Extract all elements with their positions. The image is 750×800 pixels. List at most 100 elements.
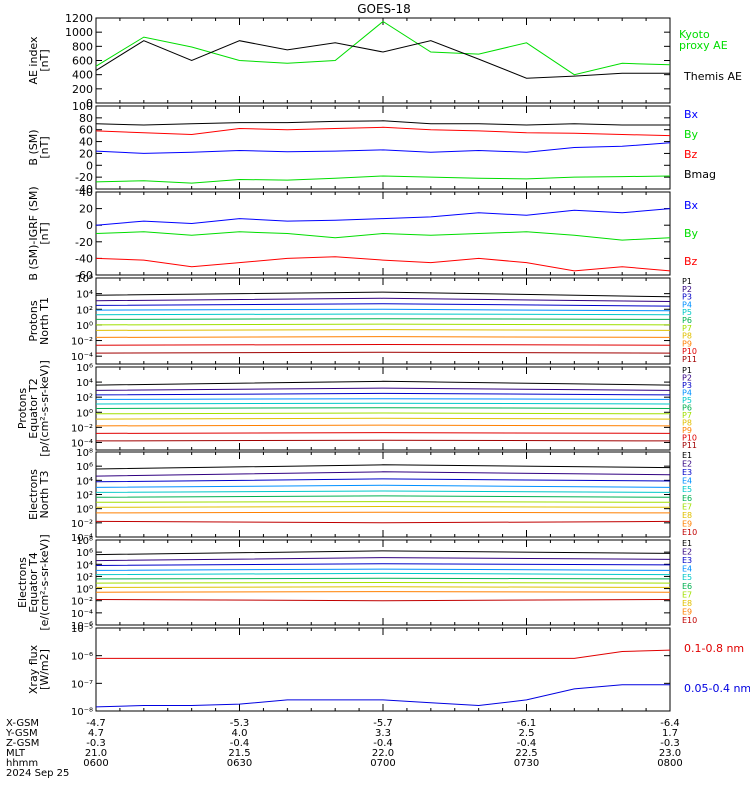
legend-label: E6 — [682, 582, 692, 591]
y-tick-label: 0 — [86, 219, 93, 232]
legend-label: E3 — [682, 556, 692, 565]
legend-label: P7 — [682, 324, 692, 333]
legend-label: Bx — [684, 108, 699, 121]
series-line-p11 — [95, 351, 671, 354]
series-line-p4 — [95, 398, 671, 400]
legend-label: P3 — [682, 293, 692, 302]
footer-value: 22.0 — [372, 748, 394, 759]
series-line-p11 — [95, 439, 671, 442]
footer-value: 23.0 — [659, 748, 681, 759]
y-tick-label: 10² — [76, 305, 93, 316]
y-tick-label: 10⁻⁷ — [71, 679, 93, 690]
legend-label: By — [684, 227, 699, 240]
legend-label: E2 — [682, 548, 692, 557]
footer-value: -0.3 — [660, 738, 680, 749]
series-line-p2 — [95, 297, 671, 302]
y-tick-label: 10⁻⁴ — [71, 352, 93, 363]
series-line-e4 — [95, 568, 671, 571]
y-axis-label: Electrons — [16, 557, 29, 608]
legend-label: P7 — [682, 411, 692, 420]
y-tick-label: 10⁻⁸ — [71, 707, 93, 718]
legend-label: E7 — [682, 590, 692, 599]
y-tick-label: -20 — [75, 171, 93, 184]
y-tick-label: 1000 — [65, 26, 93, 39]
legend-label: E5 — [682, 485, 692, 494]
series-line-p3 — [95, 303, 671, 307]
footer-value: -5.3 — [230, 718, 250, 729]
y-axis-label: [nT] — [38, 222, 51, 244]
footer-value: -5.7 — [373, 718, 393, 729]
legend-label: E5 — [682, 573, 692, 582]
series-line-0-05-0-4-nm — [95, 684, 670, 708]
legend-label: Bx — [684, 199, 699, 212]
legend-label: 0.1-0.8 nm — [684, 642, 744, 655]
legend-label: P10 — [682, 434, 697, 443]
y-tick-label: 10² — [76, 572, 93, 583]
series-line-e6 — [95, 577, 671, 580]
series-line-p7 — [95, 323, 671, 326]
y-axis-label: Xray flux — [27, 644, 40, 694]
series-line-by — [95, 175, 671, 184]
footer-value: 0600 — [83, 758, 108, 769]
legend-label: P8 — [682, 419, 692, 428]
legend-label: E10 — [682, 528, 697, 537]
footer-row-label: MLT — [6, 748, 26, 759]
y-axis-label: B (SM)-IGRF (SM) — [27, 186, 40, 280]
y-tick-label: 600 — [72, 55, 93, 68]
footer-value: -0.4 — [373, 738, 393, 749]
y-axis-label: North T3 — [38, 471, 51, 519]
legend-label: E8 — [682, 511, 692, 520]
y-tick-label: 10⁰ — [76, 408, 93, 419]
series-line-e8 — [95, 586, 671, 588]
series-line-themis-ae — [95, 40, 670, 79]
legend-label: P4 — [682, 300, 692, 309]
footer-value: 0700 — [370, 758, 395, 769]
series-line-p1 — [95, 380, 671, 386]
legend-label: E3 — [682, 468, 692, 477]
legend-label: E4 — [682, 477, 692, 486]
y-axis-label: [nT] — [38, 49, 51, 71]
y-tick-label: 10⁶ — [76, 274, 93, 285]
y-tick-label: 10⁻² — [71, 597, 93, 608]
legend-label: P5 — [682, 308, 692, 317]
footer-value: 0800 — [657, 758, 682, 769]
series-line-bz — [95, 126, 671, 137]
series-line-p3 — [95, 392, 671, 396]
series-line-p4 — [95, 308, 671, 312]
y-tick-label: 40 — [79, 186, 93, 199]
footer-value: 4.0 — [232, 728, 248, 739]
panel-frame — [95, 17, 671, 104]
legend-label: E9 — [682, 519, 692, 528]
panel-frame — [95, 277, 671, 365]
series-line-e6 — [95, 495, 671, 498]
y-tick-label: 10⁸ — [76, 448, 93, 459]
footer-row-label: Y-GSM — [5, 728, 38, 739]
legend-label: Themis AE — [683, 70, 742, 83]
y-tick-label: 10⁻² — [71, 423, 93, 434]
legend-label: Bz — [684, 148, 698, 161]
legend-label: P11 — [682, 441, 697, 450]
y-axis-label: [e/(cm²-s-sr-keV)] — [38, 534, 51, 630]
footer-value: 21.5 — [228, 748, 250, 759]
series-line-p6 — [95, 318, 671, 320]
y-tick-label: 10⁶ — [76, 548, 93, 559]
y-tick-label: 400 — [72, 69, 93, 82]
y-axis-label: Electrons — [27, 469, 40, 520]
y-tick-label: 10⁰ — [76, 321, 93, 332]
legend-label: 0.05-0.4 nm — [684, 682, 750, 695]
y-tick-label: 10⁻² — [71, 337, 93, 348]
series-line-p10 — [95, 343, 671, 346]
series-line-e5 — [95, 490, 671, 493]
y-tick-label: 10⁴ — [76, 476, 93, 487]
y-axis-label: Equator T2 — [27, 378, 40, 438]
y-tick-label: -40 — [75, 252, 93, 265]
legend-label: P8 — [682, 332, 692, 341]
y-axis-label: AE index — [27, 36, 40, 85]
legend-label: P2 — [682, 374, 692, 383]
series-line-e9 — [95, 511, 671, 514]
y-tick-label: 10⁻⁴ — [71, 609, 93, 620]
series-line-e10 — [95, 599, 671, 602]
